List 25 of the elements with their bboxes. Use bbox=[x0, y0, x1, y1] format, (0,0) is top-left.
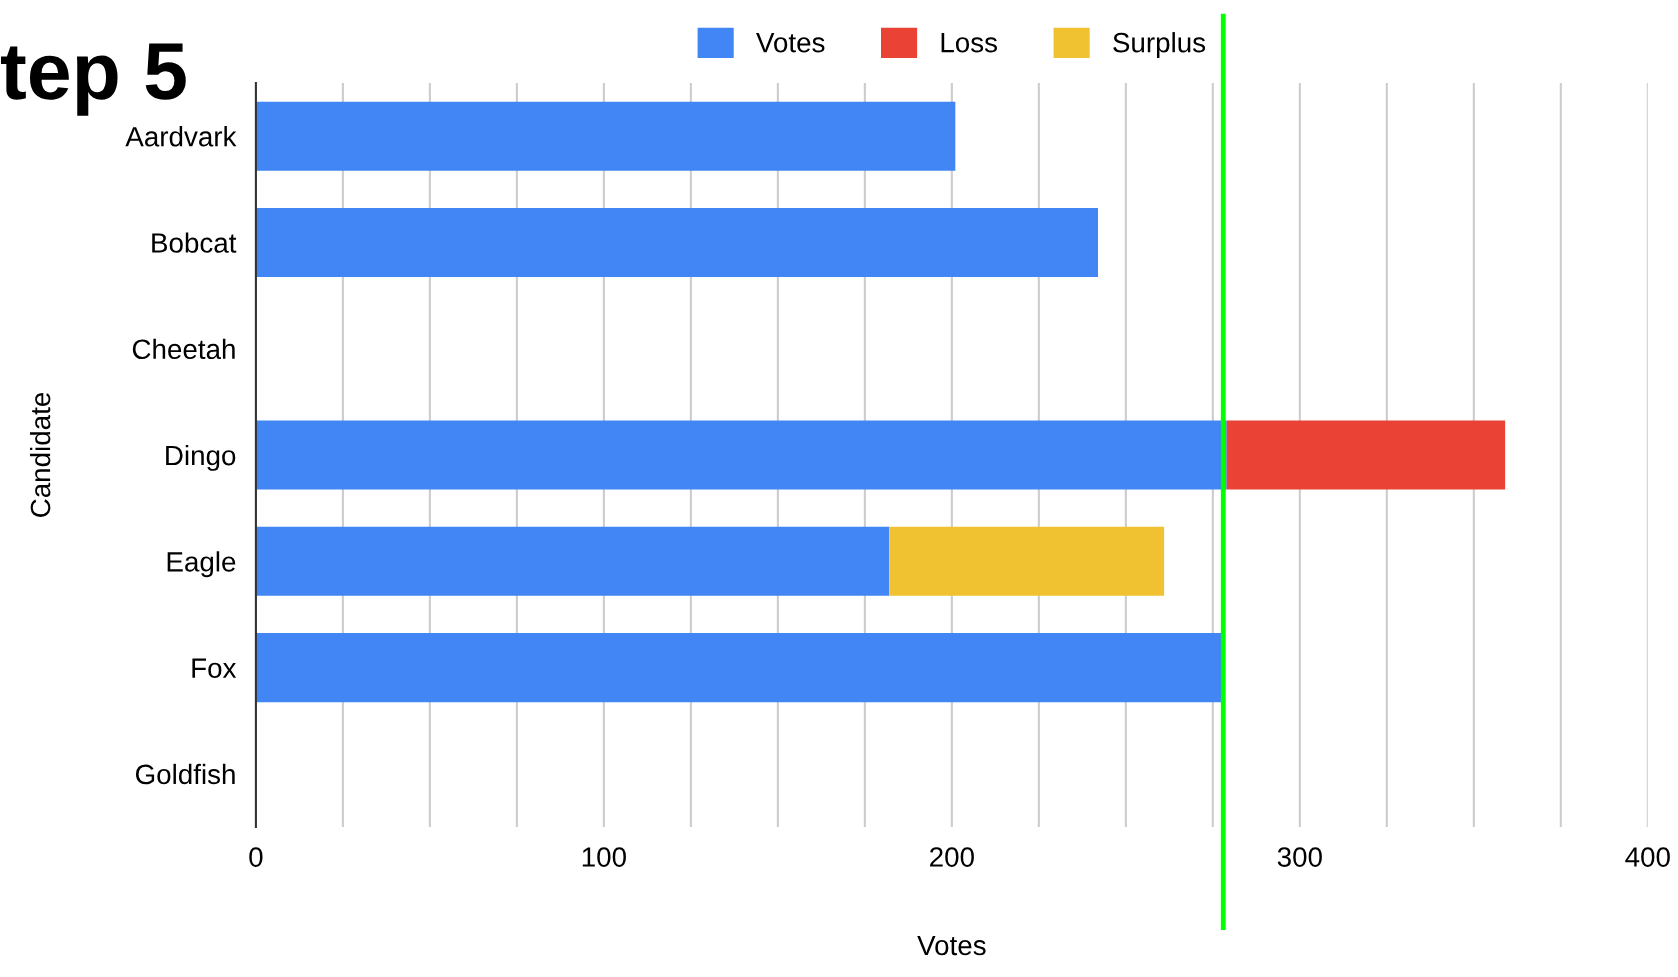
bar bbox=[255, 633, 1224, 703]
y-tick-label: Aardvark bbox=[125, 126, 237, 147]
x-tick-label: 300 bbox=[1277, 847, 1322, 867]
legend-label: Loss bbox=[941, 33, 998, 53]
bar bbox=[255, 526, 890, 596]
y-tick-label: Eagle bbox=[167, 551, 236, 578]
y-tick-label: Cheetah bbox=[132, 338, 235, 360]
x-axis-title: Votes bbox=[917, 935, 986, 956]
legend-label: Votes bbox=[756, 33, 825, 53]
y-tick-label: Goldfish bbox=[135, 763, 235, 785]
x-tick-label: 200 bbox=[930, 847, 974, 867]
legend-label: Surplus bbox=[1113, 32, 1206, 58]
y-tick-label: Fox bbox=[192, 658, 237, 678]
bar bbox=[1226, 420, 1506, 490]
x-tick-label: 100 bbox=[582, 847, 626, 867]
y-tick-label: Bobcat bbox=[152, 232, 237, 253]
y-tick-label: Dingo bbox=[166, 444, 236, 471]
chart-title: tep 5 bbox=[0, 43, 186, 116]
x-tick-label: 400 bbox=[1625, 847, 1670, 867]
x-tick-label: 0 bbox=[249, 847, 263, 867]
bar bbox=[255, 420, 1227, 490]
bar bbox=[255, 101, 956, 171]
bar bbox=[889, 526, 1165, 596]
y-axis-title: Candidate bbox=[29, 392, 51, 517]
bar bbox=[255, 207, 1098, 278]
